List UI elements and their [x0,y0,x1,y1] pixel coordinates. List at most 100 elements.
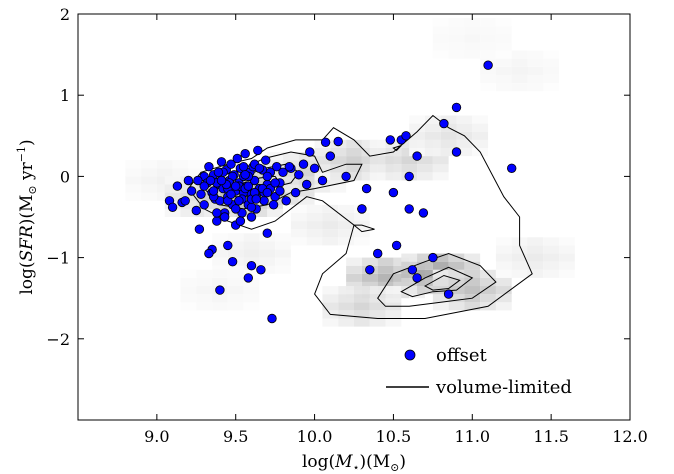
density-cell [369,147,386,157]
density-cell [448,277,465,287]
density-cell [511,58,528,67]
density-cell [227,277,244,287]
density-cell [495,83,512,92]
offset-point [290,187,301,198]
density-cell [480,74,496,84]
density-cell [432,261,449,270]
density-cell [180,192,197,201]
offset-point [216,157,227,167]
point-layer [164,60,517,324]
density-cell [141,160,157,169]
density-cell [511,50,528,59]
density-cell [196,269,213,278]
offset-point [404,171,414,182]
legend-marker-offset [404,349,416,361]
density-cell [361,257,378,266]
density-cell [330,164,347,173]
density-cell [346,172,362,181]
density-cell [495,74,512,84]
density-cell [448,26,465,35]
x-tick-label: 11.0 [454,427,490,446]
density-cell [330,147,347,157]
density-cell [338,286,354,295]
density-cell [180,277,197,287]
contour-line [400,266,474,298]
density-cell [432,18,449,27]
density-cell [543,245,560,254]
density-cell [432,302,449,311]
density-cell [251,208,268,217]
density-cell [369,318,386,327]
svg-text:log(SFR)(M⊙ yr−1): log(SFR)(M⊙ yr−1) [15,139,39,294]
density-cell [417,156,433,165]
density-cell [448,269,465,278]
density-cell [432,26,449,35]
density-cell [346,164,362,173]
density-cell [212,233,228,242]
density-cell [227,302,244,311]
density-cell [464,18,481,27]
density-cell [243,302,260,311]
offset-point [407,265,418,275]
density-cell [354,229,370,238]
density-cell [267,184,284,193]
density-cell [369,164,386,173]
density-cell [543,261,560,270]
density-cell [401,253,418,262]
density-cell [511,83,528,92]
density-cell [290,237,307,246]
density-cell [314,184,331,193]
offset-point [294,170,304,180]
offset-point [278,167,288,178]
density-cell [298,196,315,205]
offset-point [305,147,315,157]
density-cell [172,160,189,169]
contour-line [423,274,461,291]
offset-point [254,163,265,174]
density-cell [243,233,260,242]
density-cell [306,237,323,246]
density-cell [227,294,244,303]
density-cell [543,269,560,278]
density-cell [448,253,465,262]
density-cell [227,241,244,250]
density-cell [196,302,213,311]
density-cell [338,318,354,327]
density-cell [330,156,347,165]
density-cell [377,257,394,266]
offset-point [267,313,277,324]
density-cell [472,115,489,124]
density-cell [495,294,512,303]
density-cell [275,265,291,274]
density-cell [212,249,228,258]
offset-point [183,175,194,186]
density-cell [164,192,181,201]
offset-point [451,102,462,113]
density-cell [401,156,418,165]
density-cell [125,184,142,193]
density-cell [424,123,441,132]
density-cell [322,318,339,327]
density-cell [417,253,433,262]
offset-point [272,161,282,172]
density-cell [480,50,496,59]
density-cell [495,34,512,43]
density-cell [432,253,449,262]
density-cell [290,212,307,222]
density-cell [141,176,157,185]
density-cell [440,139,457,148]
density-cell [322,212,339,222]
x-tick-label: 9.5 [223,427,248,446]
density-cell [495,245,512,254]
offset-point [261,155,271,165]
density-cell [472,123,489,132]
density-layer [125,18,575,327]
density-cell [385,318,402,327]
density-cell [164,176,181,185]
density-cell [385,310,402,319]
density-cell [330,172,347,181]
offset-point [401,131,411,141]
offset-point [235,216,246,226]
contour-line [352,224,375,233]
density-cell [401,164,418,173]
